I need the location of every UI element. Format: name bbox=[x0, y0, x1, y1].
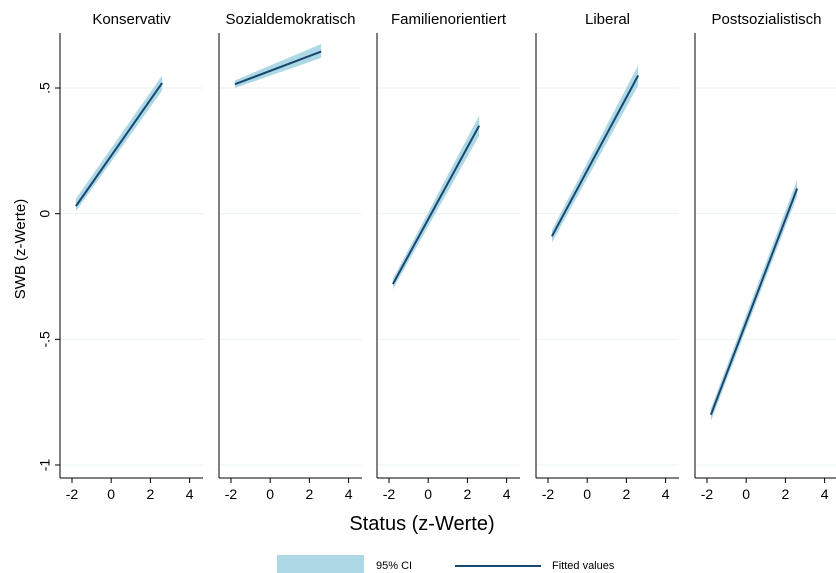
x-tick-label: -2 bbox=[542, 486, 555, 502]
fitted-line bbox=[709, 188, 799, 416]
fitted-line bbox=[75, 82, 163, 207]
y-tick-label: .5 bbox=[37, 82, 53, 94]
panel-title: Familienorientiert bbox=[391, 11, 507, 28]
x-tick-label: 4 bbox=[821, 486, 829, 502]
x-tick-label: 0 bbox=[424, 486, 432, 502]
panel-title: Liberal bbox=[585, 11, 630, 28]
panel-konservativ: -2 0 2 4 .5 0 -.5 -1 Konservativ bbox=[37, 11, 203, 502]
x-tick-label: 4 bbox=[186, 486, 194, 502]
legend-ci-label: 95% CI bbox=[376, 560, 412, 572]
y-tick-label: -1 bbox=[37, 459, 53, 472]
x-tick-label: 2 bbox=[147, 486, 155, 502]
ci-band bbox=[234, 44, 322, 88]
x-tick-label: 2 bbox=[782, 486, 790, 502]
legend-fitted-label: Fitted values bbox=[552, 560, 615, 572]
fitted-line bbox=[392, 125, 481, 285]
x-tick-label: 0 bbox=[266, 486, 274, 502]
panel-sozialdemokratisch: -2 0 2 4 Sozialdemokratisch bbox=[218, 11, 362, 502]
x-tick-label: -2 bbox=[225, 486, 238, 502]
legend-ci-swatch bbox=[277, 555, 364, 573]
x-tick-label: 0 bbox=[107, 486, 115, 502]
y-tick-label: -.5 bbox=[37, 331, 53, 348]
panels: -2 0 2 4 .5 0 -.5 -1 Konservativ -2 0 2 4 Sozialdemok… bbox=[37, 11, 836, 502]
panel-title: Postsozialistisch bbox=[711, 11, 821, 28]
panel-liberal: -2 0 2 4 Liberal bbox=[535, 11, 679, 502]
panel-title: Konservativ bbox=[92, 11, 171, 28]
panel-postsozialistisch: -2 0 2 4 Postsozialistisch bbox=[694, 11, 836, 502]
x-tick-label: 2 bbox=[623, 486, 631, 502]
x-axis-label: Status (z-Werte) bbox=[349, 513, 494, 535]
x-tick-label: -2 bbox=[701, 486, 714, 502]
x-tick-label: 2 bbox=[306, 486, 314, 502]
y-axis-label: SWB (z-Werte) bbox=[12, 199, 29, 300]
x-tick-label: 4 bbox=[662, 486, 670, 502]
x-tick-label: 4 bbox=[345, 486, 353, 502]
fitted-line bbox=[551, 74, 640, 237]
fitted-line bbox=[234, 50, 322, 86]
x-tick-label: -2 bbox=[66, 486, 79, 502]
x-tick-label: 2 bbox=[464, 486, 472, 502]
legend: 95% CI Fitted values bbox=[277, 555, 615, 573]
x-tick-label: 0 bbox=[583, 486, 591, 502]
x-tick-label: -2 bbox=[383, 486, 396, 502]
ci-band bbox=[392, 115, 480, 290]
x-tick-label: 0 bbox=[742, 486, 750, 502]
x-tick-label: 4 bbox=[503, 486, 511, 502]
panel-title: Sozialdemokratisch bbox=[225, 11, 355, 28]
y-tick-label: 0 bbox=[37, 210, 53, 218]
panel-familienorientiert: -2 0 2 4 Familienorientiert bbox=[376, 11, 520, 502]
